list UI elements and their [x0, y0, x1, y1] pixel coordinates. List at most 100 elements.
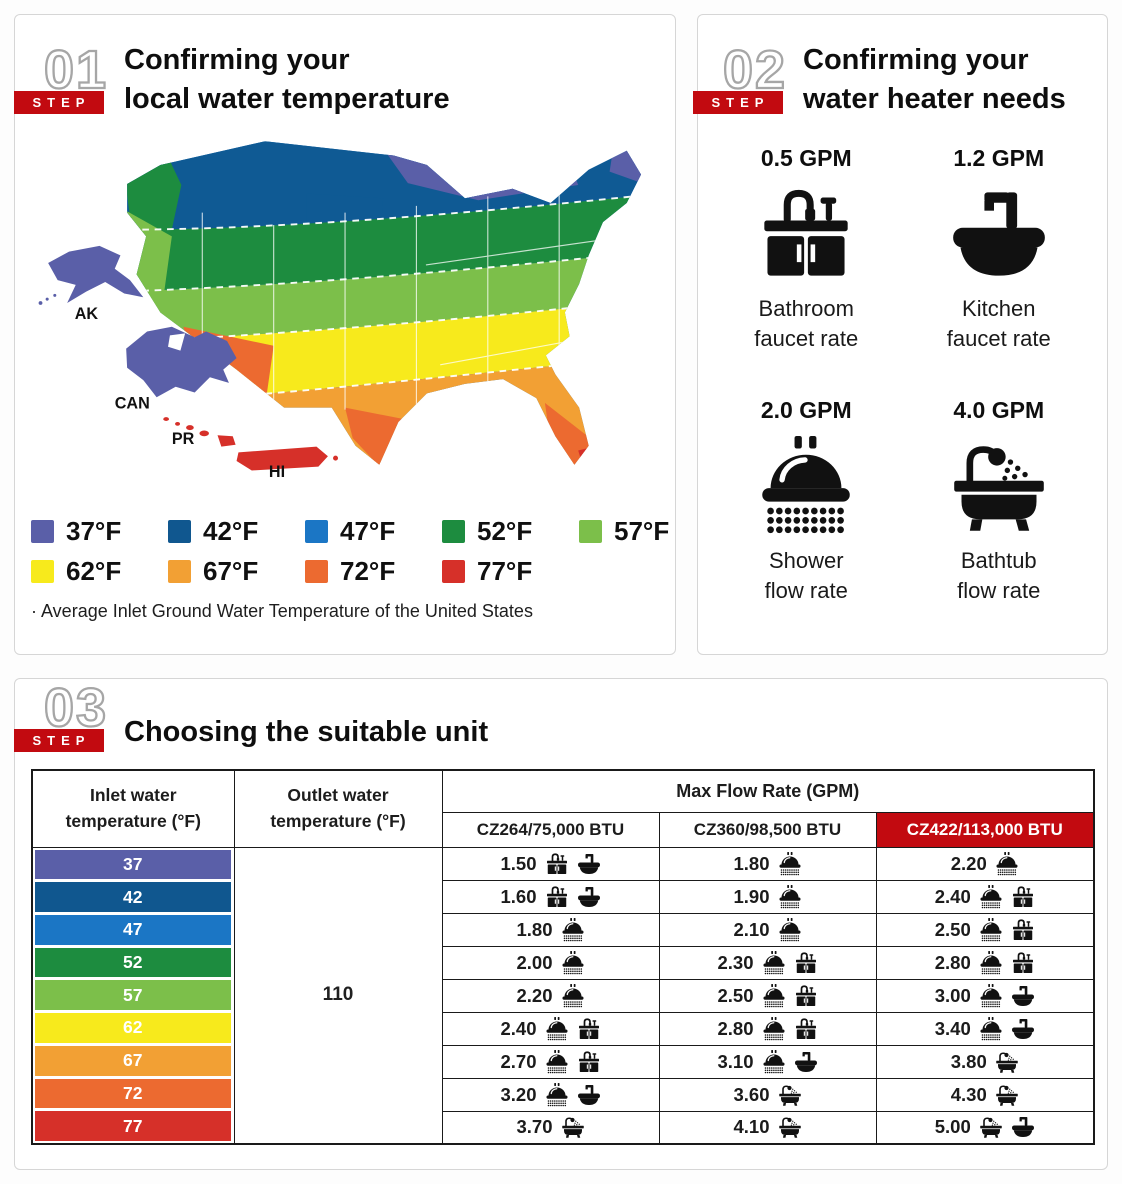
- flow-rate-cell: 3.20: [441, 1077, 660, 1112]
- flow-rate-cell: 1.90: [658, 879, 877, 914]
- step1-step-banner: STEP: [14, 91, 104, 114]
- legend-item: 67°F: [168, 556, 305, 587]
- legend-item: 72°F: [305, 556, 442, 587]
- flow-rate-content: 1.60: [443, 885, 659, 909]
- us-map-svg: AK CAN PR HI: [38, 141, 642, 481]
- flow-rate-value: 1.80: [733, 852, 770, 874]
- inlet-temp-cell: 57: [35, 980, 231, 1011]
- bathroom-faucet-icon: [545, 885, 569, 909]
- flow-rate-cell: 4.30: [875, 1077, 1095, 1112]
- inlet-temp-cell: 52: [35, 947, 231, 978]
- shower-icon: [762, 951, 786, 975]
- bathtub-icon: [778, 1115, 802, 1139]
- bathroom-faucet-icon: [1011, 885, 1035, 909]
- bathtub-need-item: 4.0 GPM Bathtub flow rate: [906, 397, 1091, 605]
- flow-rate-value: 5.00: [934, 1116, 971, 1138]
- max-flow-rate-header: Max Flow Rate (GPM): [441, 769, 1095, 813]
- table-row: 2.00 2.30 2.80: [32, 945, 1095, 980]
- bathroom-faucet-icon: [577, 1050, 601, 1074]
- legend-label: 42°F: [203, 516, 259, 546]
- shower-icon: [762, 1017, 786, 1041]
- flow-rate-value: 2.80: [934, 951, 971, 973]
- kitchen-faucet-icon: [577, 1083, 601, 1107]
- legend-color-chip: [442, 560, 465, 583]
- legend-color-chip: [579, 520, 602, 543]
- inlet-temp-cell: 62: [35, 1013, 231, 1043]
- inlet-temp-header: Inlet water temperature (°F): [31, 769, 235, 848]
- legend-label: 37°F: [66, 516, 122, 546]
- need-label-line1: Bathtub: [960, 548, 1037, 574]
- inlet-temp-cell: 77: [35, 1111, 231, 1141]
- flow-rate-cell: 2.40: [875, 879, 1095, 914]
- step1-header: 01 STEP Confirming your local water tempe…: [14, 31, 659, 119]
- legend-color-chip: [442, 520, 465, 543]
- flow-rate-value: 3.20: [500, 1083, 537, 1105]
- flow-rate-value: 2.30: [717, 951, 754, 973]
- gpm-value: 0.5 GPM: [760, 145, 852, 171]
- flow-rate-content: 2.70: [443, 1050, 659, 1074]
- model-column-header: CZ360/98,500 BTU: [658, 811, 877, 848]
- flow-rate-content: 3.70: [443, 1115, 659, 1139]
- need-label: Bathtub flow rate: [957, 546, 1040, 605]
- step2-title-line2: water heater needs: [803, 82, 1066, 115]
- need-label-line1: Shower: [768, 548, 844, 574]
- legend-color-chip: [31, 520, 54, 543]
- table-row: 3.70 4.10 5.00: [32, 1110, 1095, 1145]
- flow-rate-content: 5.00: [877, 1115, 1094, 1139]
- step3-header: 03 STEP Choosing the suitable unit: [14, 680, 1091, 755]
- bathroom-faucet-icon: [1011, 951, 1035, 975]
- step3-badge: 03 STEP: [14, 680, 110, 755]
- step2-title-line1: Confirming your: [803, 44, 1029, 76]
- legend-item: 62°F: [31, 556, 168, 587]
- flow-rate-content: 2.20: [877, 852, 1094, 876]
- flow-rate-cell: 3.00: [875, 978, 1095, 1013]
- kitchen-faucet-icon: [949, 184, 1049, 284]
- outlet-temp-cell: 110: [233, 846, 443, 1145]
- flow-rate-cell: 2.50: [658, 978, 877, 1013]
- legend-color-chip: [31, 560, 54, 583]
- legend-label: 72°F: [340, 556, 396, 586]
- bathtub-icon: [561, 1115, 585, 1139]
- flow-needs-grid: 0.5 GPM Bathroom faucet rate 1.2 GPM Kitchen…: [710, 145, 1095, 606]
- canada-inset: [126, 326, 237, 398]
- flow-rate-content: 3.80: [877, 1050, 1094, 1074]
- step2-step-banner: STEP: [693, 91, 783, 114]
- kitchen-faucet-need-item: 1.2 GPM Kitchen faucet rate: [906, 145, 1091, 353]
- shower-icon: [979, 885, 1003, 909]
- flow-rate-content: 3.40: [877, 1017, 1094, 1041]
- bathroom-faucet-icon-wrap: [756, 184, 856, 284]
- flow-rate-value: 2.80: [717, 1017, 754, 1039]
- kitchen-faucet-icon: [577, 852, 601, 876]
- puerto-rico-island: [236, 446, 339, 471]
- bathroom-faucet-need-item: 0.5 GPM Bathroom faucet rate: [714, 145, 899, 353]
- flow-rate-value: 2.70: [500, 1050, 537, 1072]
- shower-need-item: 2.0 GPM Shower flow rate: [714, 397, 899, 605]
- bathtub-icon-wrap: [949, 436, 1049, 536]
- step1-title-line2: local water temperature: [124, 82, 450, 115]
- shower-icon: [545, 1050, 569, 1074]
- bathroom-faucet-icon: [794, 1017, 818, 1041]
- legend-label: 77°F: [477, 556, 533, 586]
- step1-card: 01 STEP Confirming your local water tempe…: [14, 14, 676, 655]
- bathtub-icon: [995, 1083, 1019, 1107]
- flow-rate-value: 3.00: [934, 984, 971, 1006]
- flow-rate-content: 2.50: [660, 984, 876, 1008]
- step1-title: Confirming your local water temperature: [124, 41, 450, 118]
- bathtub-icon: [979, 1115, 1003, 1139]
- model-column-header: CZ264/75,000 BTU: [441, 811, 660, 848]
- bathroom-faucet-icon: [756, 184, 856, 284]
- shower-icon: [561, 951, 585, 975]
- flow-rate-cell: 3.10: [658, 1044, 877, 1079]
- flow-rate-content: 1.90: [660, 885, 876, 909]
- gpm-value: 2.0 GPM: [760, 397, 852, 424]
- shower-icon: [762, 984, 786, 1008]
- flow-rate-value: 2.00: [516, 951, 553, 973]
- bathtub-icon: [995, 1050, 1019, 1074]
- step2-number: 02: [722, 40, 788, 100]
- flow-rate-value: 3.80: [950, 1050, 987, 1072]
- flow-rate-content: 2.10: [660, 918, 876, 942]
- flow-rate-content: 2.30: [660, 951, 876, 975]
- legend-label: 47°F: [340, 516, 396, 546]
- table-row: 2.20 2.50 3.00: [32, 978, 1095, 1013]
